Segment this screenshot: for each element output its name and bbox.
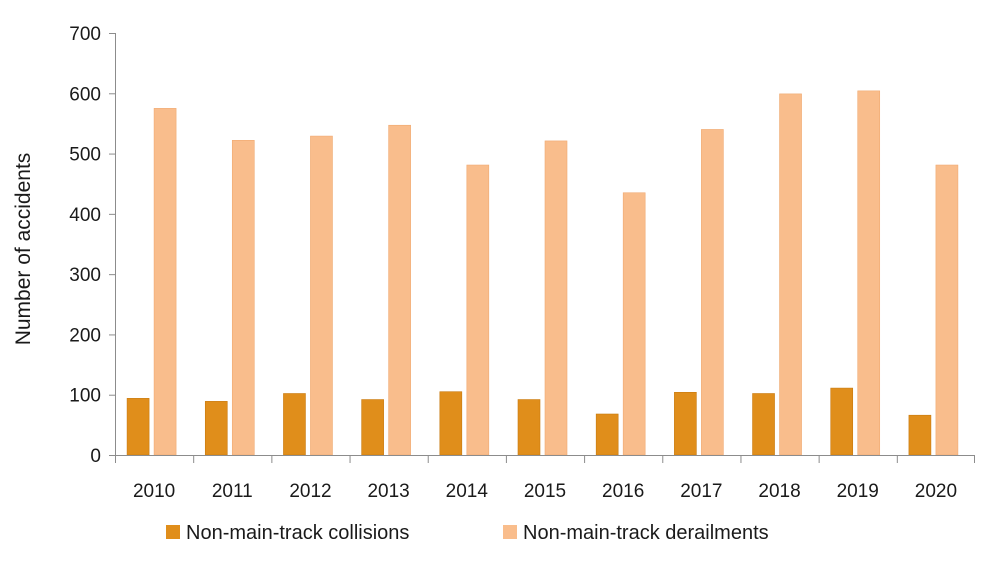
bar-collisions-2019 (830, 387, 854, 456)
x-axis-ticks: 2010 2011 2012 2013 2014 2015 2016 2017 2018 2019… (115, 455, 975, 502)
x-tick-label: 2017 (680, 481, 722, 502)
bar-collisions-2014 (439, 391, 463, 456)
y-tick-label: 300 (69, 265, 101, 286)
legend: Non-main-track collisions Non-main-track… (166, 522, 769, 544)
legend-swatch-collisions (166, 525, 180, 539)
y-tick-label: 400 (69, 205, 101, 226)
bars (126, 90, 959, 456)
bar-collisions-2018 (752, 393, 775, 456)
legend-label-derailments: Non-main-track derailments (523, 522, 769, 544)
bar-derailments-2010 (153, 108, 177, 456)
x-tick-label: 2016 (602, 481, 644, 502)
bar-derailments-2016 (622, 192, 646, 456)
x-tick-label: 2014 (446, 481, 489, 502)
bar-derailments-2015 (544, 140, 568, 456)
bar-derailments-2019 (857, 90, 881, 456)
bar-collisions-2011 (204, 401, 228, 456)
x-tick-label: 2018 (758, 481, 800, 502)
bar-derailments-2013 (388, 124, 411, 456)
bar-derailments-2014 (466, 164, 490, 456)
y-tick-label: 0 (90, 446, 101, 467)
x-tick-label: 2012 (289, 481, 331, 502)
x-tick-label: 2020 (915, 481, 957, 502)
x-tick-label: 2019 (837, 481, 879, 502)
y-tick-label: 700 (69, 24, 101, 45)
bar-derailments-2018 (779, 93, 802, 456)
y-axis-title: Number of accidents (12, 153, 35, 346)
legend-label-collisions: Non-main-track collisions (186, 522, 409, 544)
y-tick-label: 100 (69, 386, 101, 407)
bar-collisions-2020 (908, 414, 932, 456)
y-axis-ticks: 0 100 200 300 400 500 600 700 (69, 24, 115, 467)
y-tick-label: 200 (69, 325, 101, 346)
x-tick-label: 2013 (367, 481, 409, 502)
x-tick-label: 2011 (212, 481, 253, 502)
y-tick-label: 500 (69, 145, 101, 166)
bar-derailments-2020 (935, 164, 959, 456)
bar-collisions-2017 (674, 392, 697, 456)
bar-collisions-2010 (126, 398, 150, 456)
bar-derailments-2012 (310, 135, 333, 456)
x-tick-label: 2015 (524, 481, 566, 502)
bar-derailments-2017 (701, 129, 724, 456)
y-tick-label: 600 (69, 84, 101, 105)
bar-collisions-2016 (595, 413, 619, 456)
bar-collisions-2015 (517, 399, 541, 456)
bar-collisions-2012 (283, 393, 306, 456)
bar-collisions-2013 (361, 399, 384, 456)
x-tick-label: 2010 (133, 481, 175, 502)
legend-swatch-derailments (503, 525, 517, 539)
bar-derailments-2011 (231, 140, 255, 456)
